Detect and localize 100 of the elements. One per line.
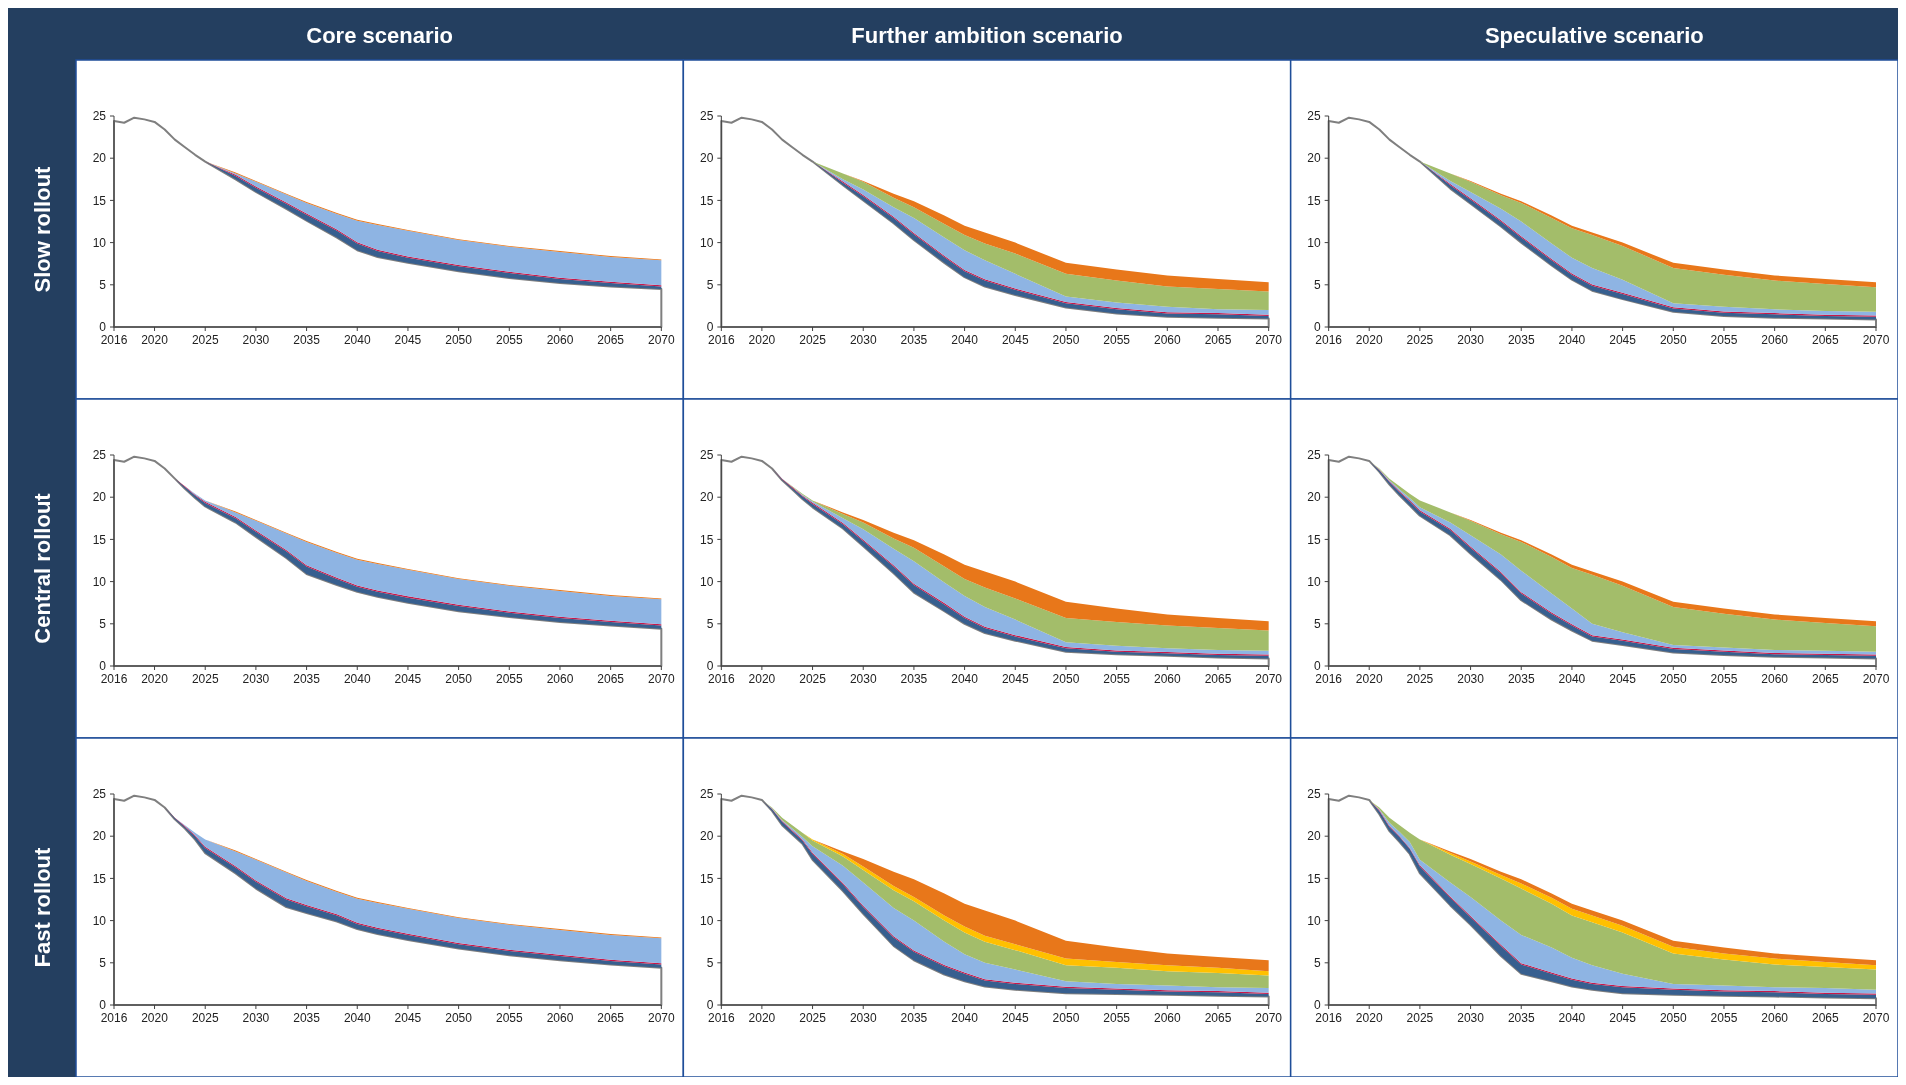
y-tick-label: 15 bbox=[92, 871, 107, 886]
x-tick-label: 2040 bbox=[1558, 333, 1586, 347]
y-tick-label: 20 bbox=[1307, 151, 1321, 166]
y-tick-label: 0 bbox=[706, 998, 714, 1013]
y-tick-label: 0 bbox=[99, 659, 107, 674]
x-tick-label: 2050 bbox=[445, 1011, 473, 1025]
y-tick-label: 15 bbox=[92, 193, 107, 208]
x-tick-label: 2050 bbox=[1052, 672, 1080, 686]
x-tick-label: 2030 bbox=[242, 1011, 270, 1025]
x-tick-label: 2055 bbox=[1103, 672, 1131, 686]
x-tick-label: 2055 bbox=[1103, 333, 1131, 347]
y-tick-label: 25 bbox=[92, 448, 107, 463]
x-tick-label: 2040 bbox=[1558, 672, 1586, 686]
x-tick-label: 2030 bbox=[1457, 1011, 1485, 1025]
y-tick-label: 20 bbox=[699, 829, 714, 844]
x-tick-label: 2045 bbox=[394, 333, 422, 347]
x-tick-label: 2016 bbox=[1315, 672, 1343, 686]
x-tick-label: 2045 bbox=[1609, 672, 1637, 686]
x-tick-label: 2045 bbox=[394, 1011, 422, 1025]
x-tick-label: 2025 bbox=[191, 672, 219, 686]
x-tick-label: 2020 bbox=[141, 1011, 169, 1025]
y-tick-label: 15 bbox=[1307, 193, 1321, 208]
y-tick-label: 15 bbox=[1307, 871, 1321, 886]
x-tick-label: 2030 bbox=[1457, 672, 1485, 686]
x-tick-label: 2060 bbox=[1153, 672, 1181, 686]
y-tick-label: 10 bbox=[1307, 913, 1321, 928]
x-tick-label: 2035 bbox=[293, 1011, 321, 1025]
y-tick-label: 25 bbox=[1307, 109, 1321, 124]
x-tick-label: 2016 bbox=[100, 672, 128, 686]
x-tick-label: 2025 bbox=[191, 1011, 219, 1025]
x-tick-label: 2035 bbox=[293, 672, 321, 686]
x-tick-label: 2060 bbox=[546, 672, 574, 686]
x-tick-label: 2040 bbox=[1558, 1011, 1586, 1025]
y-tick-label: 0 bbox=[706, 659, 714, 674]
x-tick-label: 2050 bbox=[1052, 333, 1080, 347]
x-tick-label: 2050 bbox=[1659, 333, 1687, 347]
x-tick-label: 2016 bbox=[1315, 1011, 1343, 1025]
y-tick-label: 25 bbox=[1307, 787, 1321, 802]
x-tick-label: 2070 bbox=[1255, 1011, 1283, 1025]
x-tick-label: 2025 bbox=[1406, 333, 1434, 347]
x-tick-label: 2060 bbox=[1153, 1011, 1181, 1025]
x-tick-label: 2035 bbox=[1507, 333, 1535, 347]
x-tick-label: 2035 bbox=[293, 333, 321, 347]
x-tick-label: 2060 bbox=[1153, 333, 1181, 347]
y-tick-label: 20 bbox=[92, 829, 107, 844]
x-tick-label: 2030 bbox=[849, 672, 877, 686]
y-tick-label: 20 bbox=[92, 490, 107, 505]
x-tick-label: 2040 bbox=[951, 333, 979, 347]
y-tick-label: 15 bbox=[699, 871, 714, 886]
x-tick-label: 2020 bbox=[748, 1011, 776, 1025]
x-tick-label: 2030 bbox=[242, 672, 270, 686]
x-tick-label: 2020 bbox=[141, 672, 169, 686]
x-tick-label: 2055 bbox=[1710, 672, 1738, 686]
x-tick-label: 2025 bbox=[799, 672, 827, 686]
x-tick-label: 2016 bbox=[1315, 333, 1343, 347]
x-tick-label: 2070 bbox=[1255, 672, 1283, 686]
x-tick-label: 2016 bbox=[100, 333, 128, 347]
y-tick-label: 10 bbox=[699, 913, 714, 928]
x-tick-label: 2016 bbox=[100, 1011, 128, 1025]
chart-title: Speculative scenario bbox=[1484, 23, 1704, 48]
x-tick-label: 2055 bbox=[1710, 1011, 1738, 1025]
y-tick-label: 0 bbox=[99, 998, 107, 1013]
x-tick-label: 2060 bbox=[1761, 333, 1789, 347]
x-tick-label: 2035 bbox=[1507, 1011, 1535, 1025]
y-tick-label: 15 bbox=[92, 532, 107, 547]
y-tick-label: 5 bbox=[1313, 617, 1321, 631]
x-tick-label: 2035 bbox=[1507, 672, 1535, 686]
x-tick-label: 2055 bbox=[495, 1011, 523, 1025]
x-tick-label: 2045 bbox=[1609, 1011, 1637, 1025]
x-tick-label: 2045 bbox=[1001, 333, 1029, 347]
x-tick-label: 2020 bbox=[1355, 672, 1383, 686]
y-tick-label: 20 bbox=[1307, 829, 1321, 844]
x-tick-label: 2035 bbox=[900, 672, 928, 686]
y-tick-label: 25 bbox=[92, 109, 107, 124]
y-tick-label: 25 bbox=[699, 448, 714, 463]
x-tick-label: 2035 bbox=[900, 1011, 928, 1025]
x-tick-label: 2065 bbox=[597, 1011, 625, 1025]
x-tick-label: 2060 bbox=[1761, 672, 1789, 686]
x-tick-label: 2045 bbox=[1609, 333, 1637, 347]
x-tick-label: 2065 bbox=[1204, 1011, 1232, 1025]
x-tick-label: 2016 bbox=[707, 672, 735, 686]
y-tick-label: 25 bbox=[92, 787, 107, 802]
y-tick-label: 10 bbox=[1307, 235, 1321, 250]
x-tick-label: 2040 bbox=[343, 1011, 371, 1025]
y-tick-label: 5 bbox=[1313, 278, 1321, 292]
x-tick-label: 2060 bbox=[1761, 1011, 1789, 1025]
y-tick-label: 5 bbox=[99, 617, 107, 631]
y-tick-label: 5 bbox=[706, 617, 714, 631]
x-tick-label: 2020 bbox=[748, 333, 776, 347]
x-tick-label: 2030 bbox=[1457, 333, 1485, 347]
y-axis-title: Slow rollout bbox=[30, 165, 55, 293]
y-tick-label: 0 bbox=[706, 320, 714, 335]
y-tick-label: 0 bbox=[1313, 998, 1321, 1013]
x-tick-label: 2055 bbox=[495, 672, 523, 686]
x-tick-label: 2030 bbox=[849, 333, 877, 347]
y-tick-label: 15 bbox=[699, 193, 714, 208]
x-tick-label: 2016 bbox=[707, 1011, 735, 1025]
x-tick-label: 2070 bbox=[1862, 672, 1890, 686]
y-tick-label: 25 bbox=[699, 787, 714, 802]
x-tick-label: 2050 bbox=[1659, 672, 1687, 686]
